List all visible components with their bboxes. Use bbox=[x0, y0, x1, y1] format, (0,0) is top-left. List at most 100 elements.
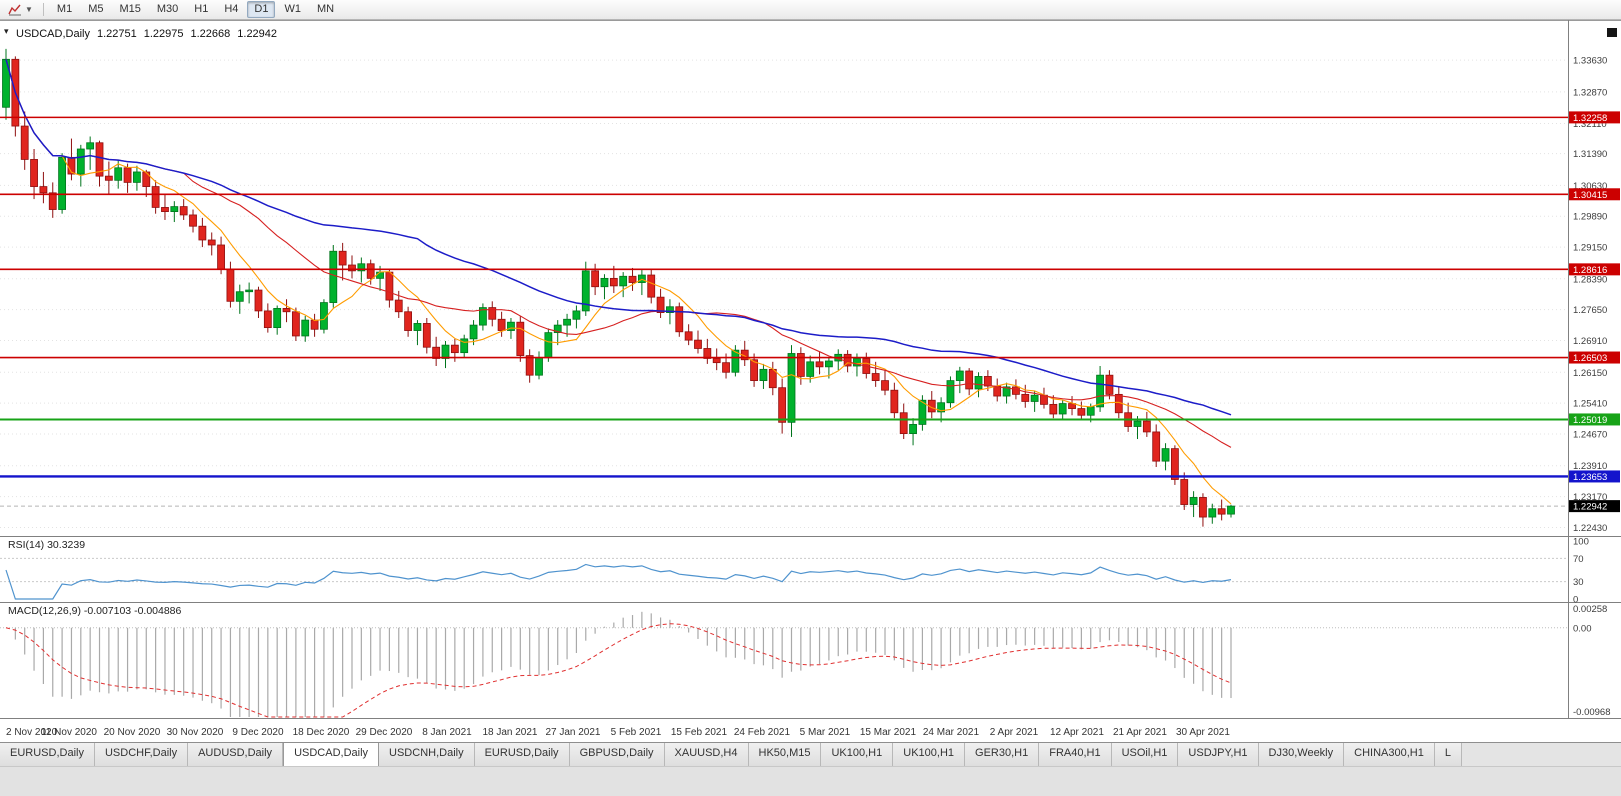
rsi-panel: 100 70 30 0 bbox=[0, 537, 1589, 606]
chart-tab-l[interactable]: L bbox=[1434, 743, 1462, 766]
date-label: 8 Jan 2021 bbox=[422, 727, 472, 738]
chart-tab-dj30-weekly[interactable]: DJ30,Weekly bbox=[1258, 743, 1345, 766]
chart-tools-icon[interactable]: ▼ bbox=[4, 4, 37, 16]
price-level-badge bbox=[1569, 351, 1620, 364]
rsi-indicator-label: RSI(14) 30.3239 bbox=[8, 539, 86, 551]
chart-tab-usdcnh-daily[interactable]: USDCNH,Daily bbox=[379, 743, 475, 766]
date-label: 18 Jan 2021 bbox=[482, 727, 537, 738]
low-value: 1.22668 bbox=[190, 28, 231, 40]
price-level-badge bbox=[1569, 111, 1620, 124]
date-label: 5 Feb 2021 bbox=[611, 727, 662, 738]
timeframe-button-m1[interactable]: M1 bbox=[56, 3, 73, 15]
price-tick-label: 1.29150 bbox=[1573, 243, 1607, 254]
price-level-badge bbox=[1569, 413, 1620, 426]
macd-panel: 0.00258 0.00 -0.00968 bbox=[0, 604, 1611, 718]
mid-ma-line bbox=[5, 59, 1232, 448]
rsi-level-label: 0 bbox=[1573, 595, 1578, 606]
fast-ma-line bbox=[5, 59, 1232, 505]
symbol-period-label: USDCAD,Daily bbox=[16, 28, 90, 40]
date-label: 18 Dec 2020 bbox=[293, 727, 350, 738]
macd-scale-label: 0.00258 bbox=[1573, 604, 1607, 615]
date-label: 29 Dec 2020 bbox=[356, 727, 413, 738]
chart-corner-button[interactable] bbox=[1607, 28, 1617, 37]
svg-text:1.26503: 1.26503 bbox=[1573, 353, 1607, 364]
chart-tab-usdcad-daily[interactable]: USDCAD,Daily bbox=[283, 743, 380, 766]
svg-text:1.22942: 1.22942 bbox=[1573, 502, 1607, 513]
timeframe-toolbar: M1 M5 M15 M30 H1 H4 D1 W1 MN bbox=[50, 1, 341, 18]
chart-tab-usoil-h1[interactable]: USOil,H1 bbox=[1111, 743, 1179, 766]
date-label: 30 Nov 2020 bbox=[167, 727, 224, 738]
price-chart[interactable]: 1.33630 1.32870 1.32110 1.31390 1.30630 1.298… bbox=[0, 20, 1621, 742]
price-tick-label: 1.23170 bbox=[1573, 492, 1607, 503]
macd-signal-line bbox=[5, 623, 1232, 718]
chart-tab-uk100-h1[interactable]: UK100,H1 bbox=[893, 743, 966, 766]
date-label: 30 Apr 2021 bbox=[1176, 727, 1230, 738]
timeframe-button-m5[interactable]: M5 bbox=[88, 3, 104, 15]
rsi-level-label: 30 bbox=[1573, 577, 1584, 588]
slow-ma-line bbox=[5, 59, 1232, 416]
timeframe-button-m30[interactable]: M30 bbox=[156, 3, 179, 15]
date-label: 15 Feb 2021 bbox=[671, 727, 728, 738]
macd-scale-label: -0.00968 bbox=[1573, 707, 1611, 718]
date-label: 24 Feb 2021 bbox=[734, 727, 791, 738]
timeframe-button-mn[interactable]: MN bbox=[316, 3, 335, 15]
price-tick-label: 1.30630 bbox=[1573, 181, 1607, 192]
chart-tab-fra40-h1[interactable]: FRA40,H1 bbox=[1039, 743, 1112, 766]
date-label: 11 Nov 2020 bbox=[41, 727, 97, 738]
svg-text:1.23653: 1.23653 bbox=[1573, 472, 1607, 483]
timeframe-button-d1[interactable]: D1 bbox=[247, 1, 276, 18]
bottom-strip bbox=[0, 766, 1621, 796]
date-label: 2 Apr 2021 bbox=[990, 727, 1039, 738]
toolbar: ▼ M1 M5 M15 M30 H1 H4 D1 W1 MN bbox=[0, 0, 1621, 20]
price-badges: 1.32258 1.30415 1.28616 1.26503 1.25019 1.236… bbox=[1569, 111, 1620, 513]
chart-tab-gbpusd-daily[interactable]: GBPUSD,Daily bbox=[569, 743, 665, 766]
price-level-badge bbox=[1569, 188, 1620, 201]
date-label: 15 Mar 2021 bbox=[860, 727, 917, 738]
price-tick-label: 1.27650 bbox=[1573, 305, 1607, 316]
price-tick-label: 1.33630 bbox=[1573, 56, 1607, 67]
chart-tab-eurusd-daily[interactable]: EURUSD,Daily bbox=[474, 743, 570, 766]
price-tick-label: 1.25410 bbox=[1573, 399, 1607, 410]
one-click-trading-toggle[interactable]: ▾ bbox=[4, 26, 9, 36]
chart-tab-usdchf-daily[interactable]: USDCHF,Daily bbox=[94, 743, 189, 766]
timeframe-button-h1[interactable]: H1 bbox=[194, 3, 209, 15]
price-tick-label: 1.28390 bbox=[1573, 274, 1607, 285]
timeframe-button-m15[interactable]: M15 bbox=[119, 3, 141, 15]
chart-tab-ger30-h1[interactable]: GER30,H1 bbox=[965, 743, 1040, 766]
timeframe-button-h4[interactable]: H4 bbox=[224, 3, 239, 15]
price-level-badge bbox=[1569, 263, 1620, 276]
timeframe-button-w1[interactable]: W1 bbox=[284, 3, 301, 15]
high-value: 1.22975 bbox=[143, 28, 184, 40]
chart-tab-uk100-h1[interactable]: UK100,H1 bbox=[821, 743, 894, 766]
chart-tab-usdjpy-h1[interactable]: USDJPY,H1 bbox=[1178, 743, 1259, 766]
rsi-level-label: 70 bbox=[1573, 554, 1584, 565]
price-tick-label: 1.24670 bbox=[1573, 430, 1607, 441]
date-label: 21 Apr 2021 bbox=[1113, 727, 1167, 738]
chart-tab-xauusd-h4[interactable]: XAUUSD,H4 bbox=[664, 743, 749, 766]
price-grid bbox=[0, 59, 1568, 528]
chart-title: USDCAD,Daily 1.22751 1.22975 1.22668 1.2… bbox=[16, 28, 277, 40]
date-label: 2 Nov 2020 bbox=[6, 727, 58, 738]
date-label: 27 Jan 2021 bbox=[545, 727, 600, 738]
chart-tab-audusd-daily[interactable]: AUDUSD,Daily bbox=[188, 743, 284, 766]
chart-tab-china300-h1[interactable]: CHINA300,H1 bbox=[1344, 743, 1435, 766]
price-tick-label: 1.23910 bbox=[1573, 461, 1607, 472]
price-tick-label: 1.29890 bbox=[1573, 212, 1607, 223]
chevron-down-icon: ▼ bbox=[25, 5, 33, 14]
chart-window: 1.33630 1.32870 1.32110 1.31390 1.30630 1.298… bbox=[0, 20, 1621, 742]
chart-tab-eurusd-daily[interactable]: EURUSD,Daily bbox=[0, 743, 95, 766]
price-tick-label: 1.32870 bbox=[1573, 87, 1607, 98]
date-label: 24 Mar 2021 bbox=[923, 727, 980, 738]
price-tick-label: 1.32110 bbox=[1573, 119, 1607, 130]
zigzag-chart-icon bbox=[8, 4, 21, 15]
candlestick-series bbox=[2, 48, 1235, 527]
chart-tab-hk50-m15[interactable]: HK50,M15 bbox=[748, 743, 822, 766]
date-label: 20 Nov 2020 bbox=[104, 727, 161, 738]
axes: 1.33630 1.32870 1.32110 1.31390 1.30630 1.298… bbox=[0, 20, 1621, 719]
price-tick-label: 1.22430 bbox=[1573, 523, 1607, 534]
date-label: 5 Mar 2021 bbox=[800, 727, 851, 738]
open-value: 1.22751 bbox=[96, 28, 137, 40]
svg-text:1.30415: 1.30415 bbox=[1573, 190, 1607, 201]
macd-indicator-label: MACD(12,26,9) -0.007103 -0.004886 bbox=[8, 605, 182, 617]
